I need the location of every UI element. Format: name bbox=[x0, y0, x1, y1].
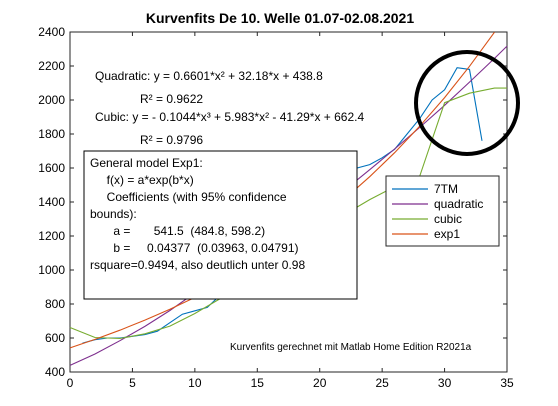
y-tick-label: 600 bbox=[45, 331, 65, 345]
y-tick-label: 1200 bbox=[38, 229, 65, 243]
y-tick-label: 400 bbox=[45, 365, 65, 379]
exp-fit-line: rsquare=0.9494, also deutlich unter 0.98 bbox=[90, 258, 305, 272]
x-tick-label: 20 bbox=[313, 376, 327, 390]
quadratic-annotation: Quadratic: y = 0.6601*x² + 32.18*x + 438… bbox=[95, 69, 323, 106]
legend-label: cubic bbox=[434, 212, 462, 226]
cubic-r2: R² = 0.9796 bbox=[140, 133, 203, 147]
cubic-annotation: Cubic: y = - 0.1044*x³ + 5.983*x² - 41.2… bbox=[95, 110, 364, 147]
y-tick-label: 2400 bbox=[38, 25, 65, 39]
chart-title: Kurvenfits De 10. Welle 01.07-02.08.2021 bbox=[146, 10, 414, 26]
cubic-equation: Cubic: y = - 0.1044*x³ + 5.983*x² - 41.2… bbox=[95, 110, 364, 124]
exp-fit-line: General model Exp1: bbox=[90, 156, 203, 170]
exp-fit-text: General model Exp1: f(x) = a*exp(b*x) Co… bbox=[90, 156, 305, 272]
quadratic-equation: Quadratic: y = 0.6601*x² + 32.18*x + 438… bbox=[95, 69, 323, 83]
exp-fit-box bbox=[83, 150, 358, 300]
legend-label: 7TM bbox=[434, 182, 458, 196]
x-tick-label: 35 bbox=[500, 376, 514, 390]
y-tick-label: 800 bbox=[45, 297, 65, 311]
exp-fit-line: bounds): bbox=[90, 207, 137, 221]
y-tick-label: 1400 bbox=[38, 195, 65, 209]
axis-ticks: 0 5 10 15 20 25 30 35 400 600 800 1000 1200 1400 1600 1… bbox=[38, 25, 514, 390]
x-tick-label: 0 bbox=[67, 376, 74, 390]
footnote: Kurvenfits gerechnet mit Matlab Home Edi… bbox=[230, 342, 472, 353]
x-tick-label: 30 bbox=[438, 376, 452, 390]
legend-label: exp1 bbox=[434, 227, 460, 241]
legend-box bbox=[385, 175, 500, 247]
y-tick-label: 2200 bbox=[38, 59, 65, 73]
exp-fit-line: a = 541.5 (484.8, 598.2) bbox=[90, 224, 265, 238]
exp-fit-line: Coefficients (with 95% confidence bbox=[90, 190, 287, 204]
highlight-circle bbox=[414, 50, 520, 156]
legend-label: quadratic bbox=[434, 197, 483, 211]
exp-fit-line: f(x) = a*exp(b*x) bbox=[90, 173, 194, 187]
x-tick-label: 10 bbox=[188, 376, 202, 390]
quadratic-r2: R² = 0.9622 bbox=[140, 92, 203, 106]
x-tick-label: 25 bbox=[375, 376, 389, 390]
exp-fit-line: b = 0.04377 (0.03963, 0.04791) bbox=[90, 241, 298, 255]
x-tick-label: 5 bbox=[129, 376, 136, 390]
x-tick-label: 15 bbox=[251, 376, 265, 390]
y-tick-label: 1600 bbox=[38, 161, 65, 175]
y-tick-label: 1800 bbox=[38, 127, 65, 141]
y-tick-label: 1000 bbox=[38, 263, 65, 277]
y-tick-label: 2000 bbox=[38, 93, 65, 107]
